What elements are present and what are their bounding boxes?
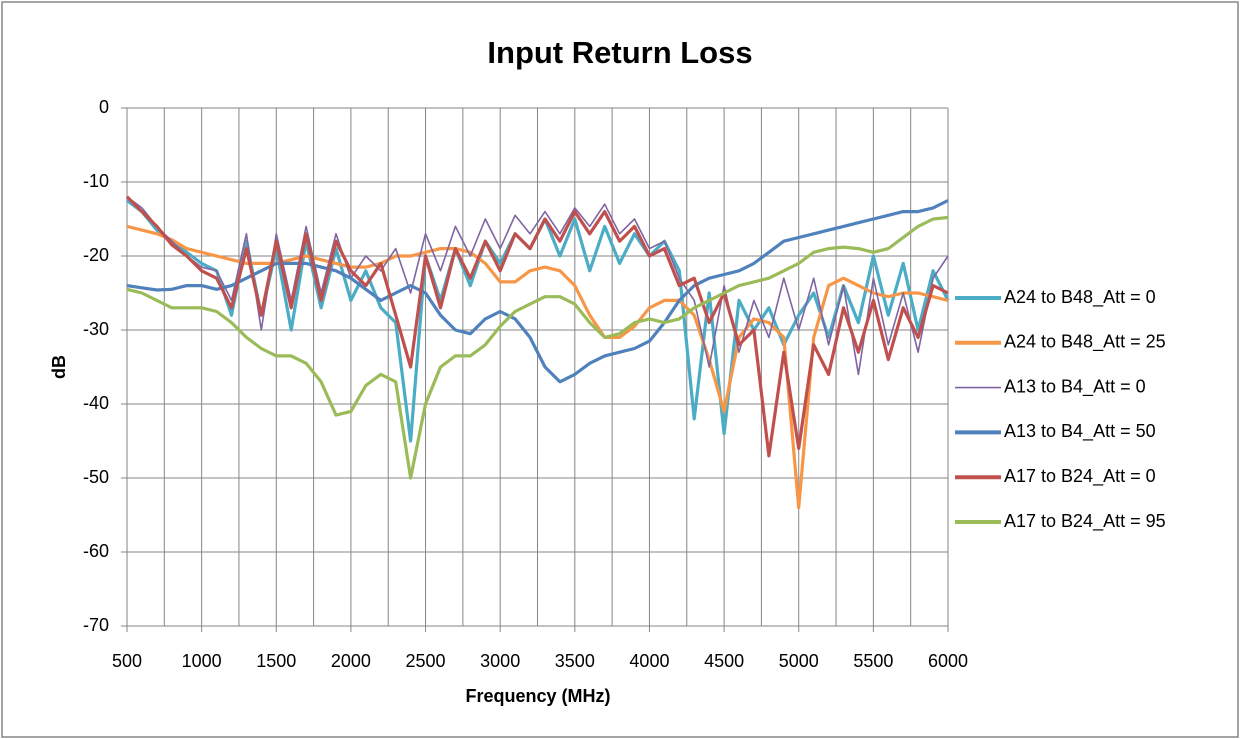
y-tick-label: -70 [83, 615, 109, 635]
y-axis-label: dB [49, 355, 69, 379]
legend-label: A17 to B24_Att = 95 [1004, 511, 1166, 532]
y-tick-label: -40 [83, 393, 109, 413]
x-tick-label: 4500 [704, 651, 744, 671]
series-line [125, 195, 949, 458]
x-tick-label: 2500 [406, 651, 446, 671]
x-axis-label: Frequency (MHz) [465, 686, 610, 706]
series-line [126, 215, 949, 480]
chart-title: Input Return Loss [487, 35, 752, 70]
legend-label: A13 to B4_Att = 50 [1004, 421, 1156, 442]
x-tick-label: 6000 [928, 651, 968, 671]
x-tick-label: 500 [112, 651, 142, 671]
legend-label: A24 to B48_Att = 0 [1004, 287, 1156, 308]
x-tick-label: 3000 [480, 651, 520, 671]
x-tick-label: 5500 [853, 651, 893, 671]
y-tick-label: -30 [83, 319, 109, 339]
series-line [126, 199, 949, 384]
legend-label: A13 to B4_Att = 0 [1004, 376, 1146, 397]
y-tick-label: -20 [83, 245, 109, 265]
legend-label: A17 to B24_Att = 0 [1004, 466, 1156, 487]
x-tick-label: 4000 [629, 651, 669, 671]
x-tick-label: 3500 [555, 651, 595, 671]
x-tick-label: 1000 [182, 651, 222, 671]
x-tick-label: 2000 [331, 651, 371, 671]
x-tick-label: 1500 [256, 651, 296, 671]
y-tick-label: 0 [99, 97, 109, 117]
series-line [126, 196, 949, 376]
y-tick-label: -60 [83, 541, 109, 561]
y-tick-label: -10 [83, 171, 109, 191]
legend-label: A24 to B48_Att = 25 [1004, 332, 1166, 353]
y-tick-label: -50 [83, 467, 109, 487]
x-tick-label: 5000 [779, 651, 819, 671]
